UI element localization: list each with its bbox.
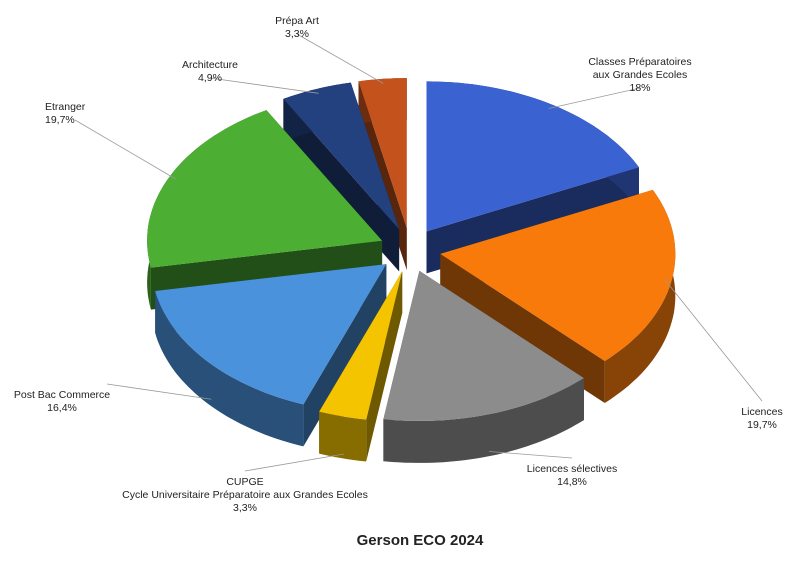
slice	[358, 78, 407, 229]
value-label: 19,7%	[747, 419, 777, 431]
leader-line	[489, 451, 573, 459]
value-label: 18%	[629, 82, 650, 94]
leader-line	[664, 279, 763, 402]
category-label: Etranger	[45, 101, 86, 113]
pie	[147, 78, 676, 463]
slice	[440, 189, 676, 361]
value-label: 14,8%	[557, 476, 587, 488]
slice-edge	[383, 378, 584, 463]
category-label: Architecture	[182, 59, 238, 71]
slice	[383, 270, 584, 421]
slice-side	[303, 264, 387, 447]
category-label: CUPGE Cycle Universitaire Préparatoire au…	[122, 476, 368, 501]
slice	[147, 110, 383, 268]
slice	[426, 81, 639, 232]
value-label: 16,4%	[47, 402, 77, 414]
chart-title: Gerson ECO 2024	[357, 532, 484, 549]
value-label: 19,7%	[45, 114, 75, 126]
value-label: 4,9%	[198, 72, 222, 84]
category-label: Licences	[741, 406, 782, 418]
category-label: Licences sélectives	[527, 463, 617, 475]
slice-edge	[604, 189, 676, 403]
leader-line	[74, 119, 176, 180]
category-label: Prépa Art	[275, 15, 319, 27]
slice-edge	[319, 411, 367, 462]
value-label: 3,3%	[285, 28, 309, 40]
slice	[319, 271, 403, 420]
leader-line	[296, 33, 384, 84]
category-label: Classes Préparatoires aux Grandes Ecoles	[588, 56, 691, 81]
labels: Classes Préparatoires aux Grandes Ecoles1…	[14, 15, 783, 514]
slice	[283, 82, 400, 230]
leader-line	[209, 77, 319, 94]
leader-line	[548, 87, 641, 109]
value-label: 3,3%	[233, 502, 257, 514]
category-label: Post Bac Commerce	[14, 389, 110, 401]
leader-line	[244, 453, 345, 472]
slice	[155, 264, 387, 405]
slice-edge	[155, 291, 304, 447]
leader-line	[106, 383, 212, 400]
